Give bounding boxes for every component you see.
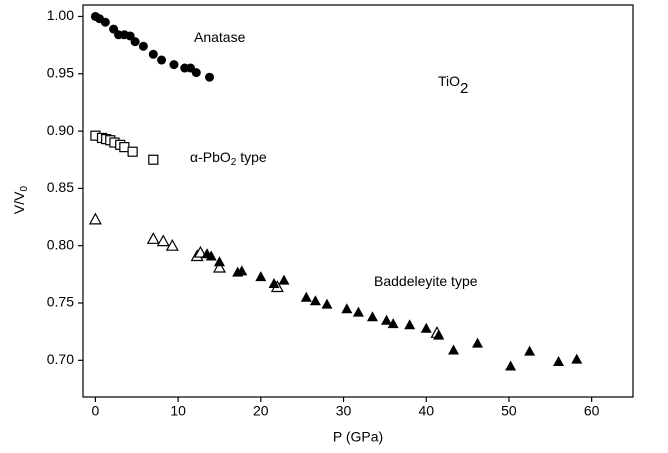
annotation: TiO2	[438, 73, 468, 97]
point	[212, 260, 226, 273]
point	[88, 212, 102, 225]
point	[341, 303, 353, 314]
y-tick-label: 1.00	[47, 7, 74, 23]
annotation: Baddeleyite type	[374, 273, 478, 289]
x-tick-label: 30	[336, 403, 352, 419]
point	[146, 232, 160, 244]
point	[571, 353, 583, 364]
point	[130, 37, 140, 47]
x-tick-label: 40	[418, 403, 434, 419]
point	[165, 238, 179, 251]
x-tick-label: 20	[253, 403, 269, 419]
point	[387, 318, 399, 329]
annotation-part: Anatase	[194, 29, 246, 45]
annotation-part: 2	[231, 157, 237, 168]
annotation-part: Baddeleyite type	[374, 273, 478, 289]
point	[191, 68, 201, 78]
point	[366, 311, 378, 322]
point	[213, 256, 225, 267]
point	[156, 234, 170, 247]
point	[553, 355, 565, 366]
point	[138, 41, 148, 51]
point	[524, 345, 536, 356]
point	[255, 271, 267, 282]
point	[381, 314, 393, 325]
point	[420, 322, 432, 333]
point	[148, 154, 159, 165]
x-tick-label: 10	[170, 403, 186, 419]
point	[236, 265, 248, 276]
y-axis-title-sub: 0	[19, 185, 30, 191]
point	[404, 319, 416, 330]
point	[448, 344, 460, 355]
point	[193, 245, 207, 258]
point	[268, 278, 280, 289]
x-tick-label: 0	[92, 403, 100, 419]
point	[169, 60, 179, 70]
y-tick-label: 0.90	[47, 122, 74, 138]
annotation-part: type	[236, 149, 267, 165]
annotation-part: 2	[460, 80, 468, 97]
y-tick-label: 0.70	[47, 351, 74, 367]
x-tick-label: 60	[584, 403, 600, 419]
point	[127, 146, 138, 157]
point	[119, 142, 130, 153]
y-tick-label: 0.80	[47, 236, 74, 252]
x-axis-title: P (GPa)	[333, 429, 383, 445]
point	[433, 329, 445, 340]
y-axis-title: V/V0	[11, 185, 30, 214]
point	[100, 17, 110, 27]
plot-frame	[82, 4, 634, 398]
point	[321, 298, 333, 309]
y-tick-label: 0.85	[47, 179, 74, 195]
y-axis-title-main: V/V	[11, 191, 27, 214]
point	[148, 49, 158, 59]
point	[278, 274, 290, 285]
point	[157, 55, 167, 65]
point	[205, 72, 215, 82]
y-tick-label: 0.95	[47, 64, 74, 80]
point	[205, 250, 217, 261]
point	[352, 306, 364, 317]
point	[505, 360, 517, 371]
y-tick-label: 0.75	[47, 294, 74, 310]
annotation: α-PbO2 type	[190, 149, 267, 168]
annotation-part: α-PbO	[190, 149, 231, 165]
annotation-part: TiO	[438, 73, 460, 89]
point	[300, 291, 312, 302]
x-tick-label: 50	[501, 403, 517, 419]
point	[309, 295, 321, 306]
point	[472, 337, 484, 348]
annotation: Anatase	[194, 29, 246, 45]
